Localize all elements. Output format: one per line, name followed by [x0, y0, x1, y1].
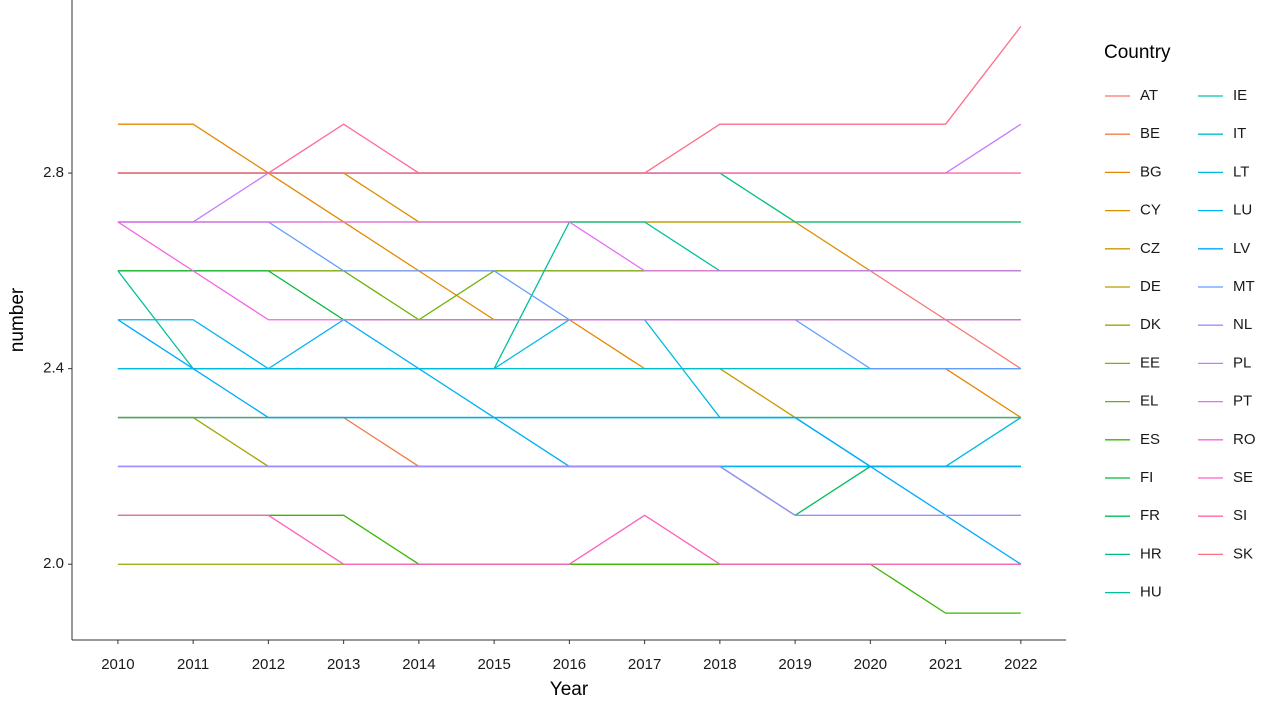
legend-label: CZ	[1140, 240, 1160, 257]
legend-label: HR	[1140, 545, 1162, 562]
legend-label: BE	[1140, 125, 1160, 142]
y-tick-label: 2.0	[43, 555, 64, 572]
series-line	[117, 416, 1021, 468]
legend-label: IT	[1233, 125, 1246, 142]
x-tick-label: 2021	[929, 656, 962, 673]
legend-label: FI	[1140, 469, 1153, 486]
series-line	[117, 319, 1022, 468]
legend-label: LU	[1233, 202, 1252, 219]
legend-label: HU	[1140, 584, 1162, 601]
legend-label: NL	[1233, 316, 1252, 333]
series-line	[117, 221, 1021, 370]
x-tick-label: 2011	[177, 656, 209, 673]
legend-label: DE	[1140, 278, 1161, 295]
series-line	[117, 221, 1021, 370]
series-line	[117, 367, 1021, 419]
legend-label: LT	[1233, 163, 1249, 180]
x-tick-label: 2020	[854, 656, 887, 673]
x-tick-label: 2019	[778, 656, 811, 673]
x-tick-label: 2017	[628, 656, 661, 673]
series-line	[117, 221, 1021, 272]
legend-label: FR	[1140, 507, 1160, 524]
x-tick-label: 2010	[101, 656, 134, 673]
x-tick-label: 2022	[1004, 656, 1037, 673]
x-tick-label: 2016	[553, 656, 586, 673]
legend-label: EL	[1140, 393, 1158, 410]
legend-label: EE	[1140, 354, 1160, 371]
legend-label: SE	[1233, 469, 1253, 486]
legend-label: ES	[1140, 431, 1160, 448]
legend-label: CY	[1140, 202, 1161, 219]
series-line	[117, 270, 1021, 321]
legend-label: PT	[1233, 393, 1252, 410]
x-tick-label: 2014	[402, 656, 435, 673]
legend-label: SK	[1233, 545, 1253, 562]
legend-title: Country	[1104, 42, 1171, 63]
y-tick-label: 2.4	[43, 360, 64, 377]
y-tick-label: 2.8	[43, 164, 64, 181]
legend-label: AT	[1140, 87, 1158, 104]
series-line	[117, 318, 1021, 468]
series-line	[117, 514, 1021, 565]
x-axis-title: Year	[550, 679, 589, 700]
legend-label: RO	[1233, 431, 1256, 448]
series-line	[117, 465, 1021, 516]
series-line	[117, 123, 1021, 174]
x-tick-label: 2015	[477, 656, 510, 673]
legend-label: SI	[1233, 507, 1247, 524]
legend-label: PL	[1233, 354, 1251, 371]
legend-label: DK	[1140, 316, 1161, 333]
legend-label: IE	[1233, 87, 1247, 104]
legend-label: MT	[1233, 278, 1255, 295]
x-tick-label: 2012	[252, 656, 285, 673]
legend-label: BG	[1140, 163, 1162, 180]
series-line	[117, 26, 1022, 174]
x-tick-label: 2018	[703, 656, 736, 673]
x-tick-label: 2013	[327, 656, 360, 673]
legend-label: LV	[1233, 240, 1250, 257]
y-axis-title: number	[7, 287, 28, 352]
series-line	[117, 172, 1021, 223]
series-line	[117, 319, 1022, 565]
series-line	[117, 221, 1021, 321]
series-line	[117, 465, 1021, 517]
series-line	[117, 270, 1021, 321]
series-line	[117, 416, 1021, 468]
